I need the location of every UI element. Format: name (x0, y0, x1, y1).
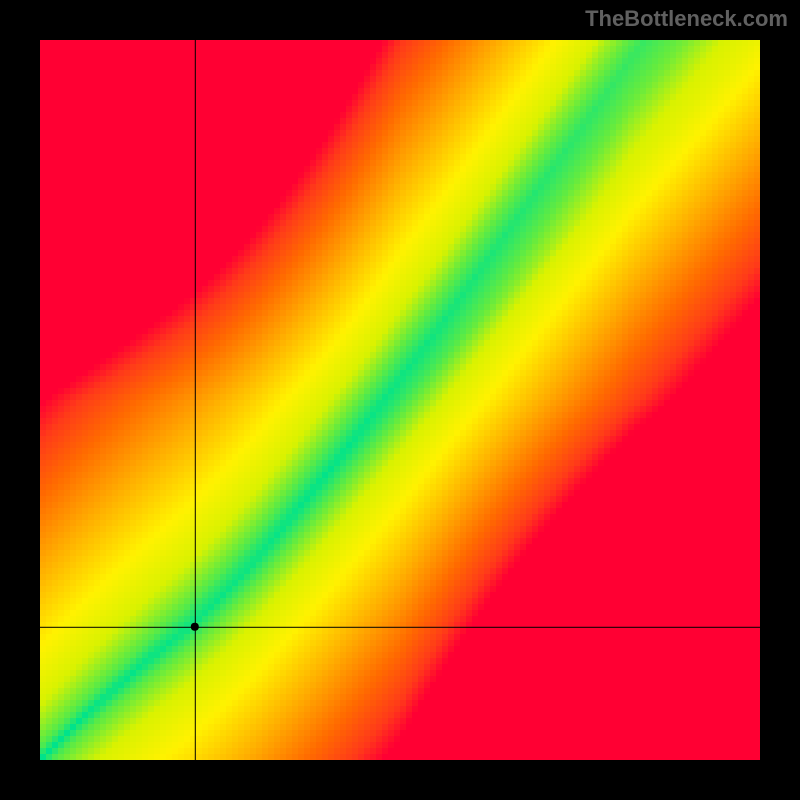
watermark-text: TheBottleneck.com (585, 6, 788, 32)
heatmap-canvas (40, 40, 760, 760)
heatmap-plot (40, 40, 760, 760)
chart-container: TheBottleneck.com (0, 0, 800, 800)
